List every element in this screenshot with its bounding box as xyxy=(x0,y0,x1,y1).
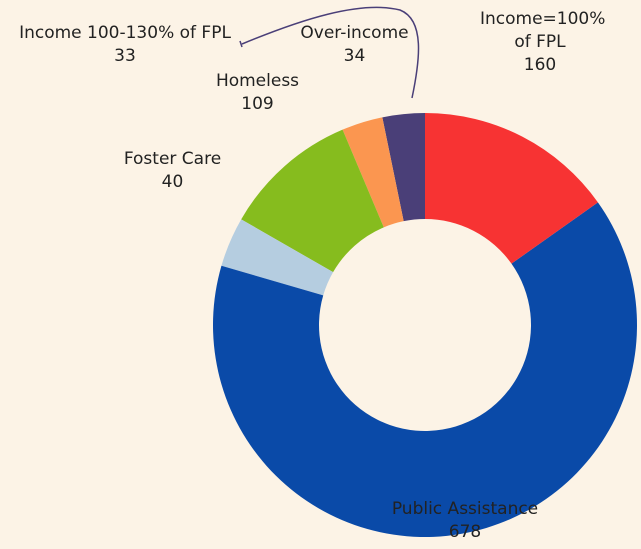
donut-slice xyxy=(241,129,384,273)
category-name: Over-income xyxy=(300,23,409,43)
category-name: Foster Care xyxy=(123,149,222,169)
donut-slice xyxy=(213,202,637,537)
value-label: 678 xyxy=(448,522,482,542)
category-name: Homeless xyxy=(215,71,300,91)
donut-slice xyxy=(221,219,334,296)
slice-label: Over-income 34 xyxy=(282,22,427,68)
value-label: 160 xyxy=(523,55,557,75)
donut-slice xyxy=(425,113,598,264)
value-label: 109 xyxy=(241,94,274,114)
slice-label: Foster Care 40 xyxy=(100,148,245,194)
value-label: 33 xyxy=(114,46,136,66)
donut-slice xyxy=(342,117,404,228)
slice-label: Public Assistance 678 xyxy=(370,498,560,544)
value-label: 40 xyxy=(161,172,184,192)
value-label: 34 xyxy=(343,46,366,66)
category-name: Income 100-130% of FPL xyxy=(19,23,231,43)
category-name: Public Assistance xyxy=(391,499,539,519)
slice-label: Homeless 109 xyxy=(195,70,320,116)
slice-label: Income 100-130% of FPL 33 xyxy=(5,22,245,68)
leader-line xyxy=(239,6,420,99)
donut-slice xyxy=(382,113,425,222)
category-name: Income=100% of FPL xyxy=(480,9,606,52)
slice-label: Income=100% of FPL 160 xyxy=(480,8,606,77)
